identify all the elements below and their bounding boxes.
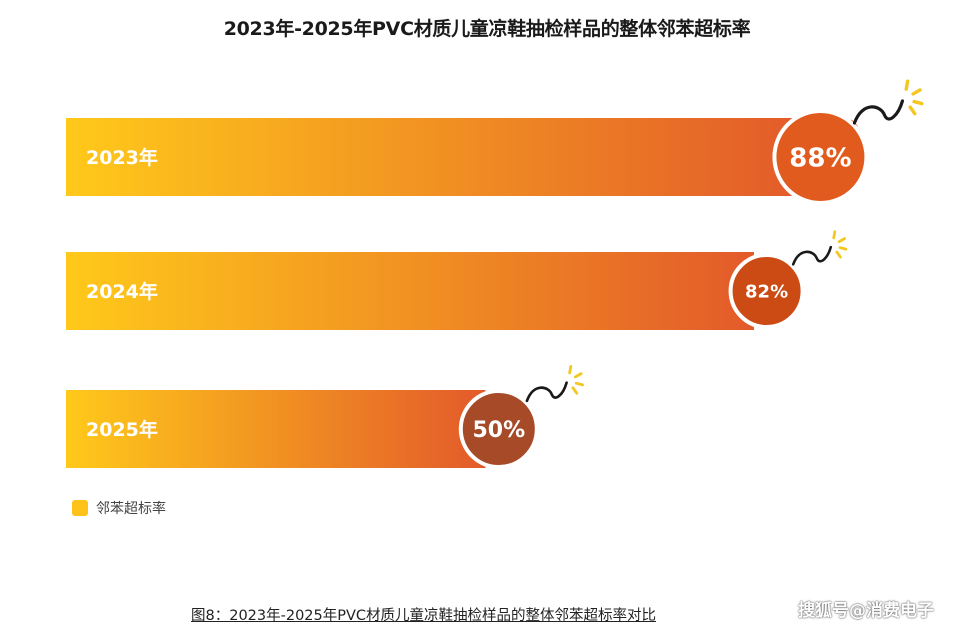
- bar-2023年: [66, 118, 805, 196]
- bomb-icon: [458, 365, 584, 469]
- legend: 邻苯超标率: [72, 498, 166, 518]
- figure-caption: 图8：2023年-2025年PVC材质儿童凉鞋抽检样品的整体邻苯超标率对比: [191, 608, 657, 624]
- category-label: 2024年: [86, 280, 158, 303]
- category-label: 2025年: [86, 418, 158, 441]
- legend-swatch: [72, 500, 88, 516]
- value-label: 82%: [745, 281, 788, 302]
- watermark: 搜狐号@消费电子: [798, 601, 934, 621]
- bomb-icon: [728, 230, 848, 329]
- bomb-icon: [772, 79, 924, 205]
- category-label: 2023年: [86, 146, 158, 169]
- value-label: 50%: [472, 418, 525, 443]
- bar-2025年: [66, 390, 486, 468]
- chart-title: 2023年-2025年PVC材质儿童凉鞋抽检样品的整体邻苯超标率: [223, 18, 751, 40]
- bar-2024年: [66, 252, 754, 330]
- legend-label: 邻苯超标率: [96, 501, 166, 517]
- value-label: 88%: [789, 143, 851, 173]
